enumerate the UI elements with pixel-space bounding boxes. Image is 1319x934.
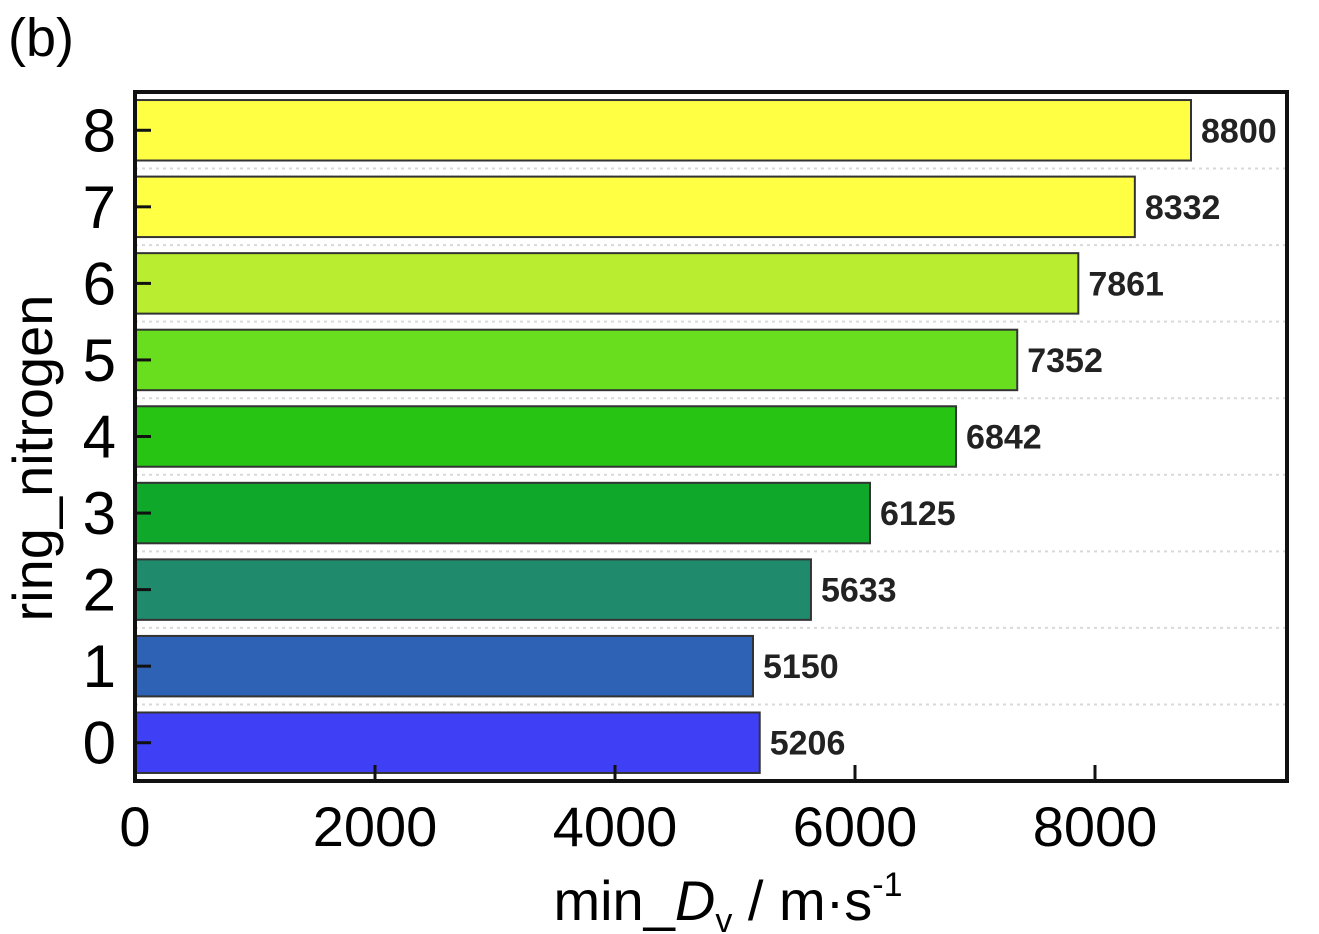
data-label-2: 5633 — [821, 572, 897, 610]
y-axis-title: ring_nitrogen — [1, 295, 64, 622]
x-axis-title: min_Dv / m·s-1 — [553, 866, 902, 934]
x-axis-title-sup: -1 — [872, 866, 902, 904]
bar-6 — [134, 252, 1080, 315]
bar-3 — [134, 481, 871, 545]
data-label-7: 8332 — [1145, 189, 1221, 227]
y-tick-label-3: 3 — [83, 480, 116, 547]
y-tick-label-7: 7 — [83, 174, 116, 241]
x-axis-title-var: D — [675, 869, 715, 932]
x-axis-ticks: 0 2000 4000 6000 8000 — [119, 765, 1157, 858]
x-axis-title-sub: v — [715, 902, 732, 934]
x-axis-title-base: min_ — [553, 869, 675, 932]
bar-2 — [134, 558, 812, 621]
data-labels: 5206 5150 5633 6125 6842 7352 7861 8332 8800 — [763, 112, 1277, 762]
data-label-1: 5150 — [763, 648, 839, 686]
bar-7 — [134, 175, 1136, 239]
bar-5 — [134, 328, 1019, 392]
data-label-3: 6125 — [880, 495, 956, 533]
bar-0 — [134, 711, 761, 774]
bars — [134, 99, 1192, 774]
x-axis-title-unit: / m·s — [732, 869, 872, 932]
y-tick-label-5: 5 — [83, 327, 116, 394]
x-tick-label-4000: 4000 — [553, 795, 678, 858]
data-label-6: 7861 — [1088, 265, 1164, 303]
y-tick-label-8: 8 — [83, 97, 116, 164]
x-tick-label-2000: 2000 — [313, 795, 438, 858]
x-tick-label-6000: 6000 — [793, 795, 918, 858]
panel-label: (b) — [8, 8, 74, 68]
data-label-8: 8800 — [1201, 112, 1277, 150]
x-tick-label-0: 0 — [119, 795, 150, 858]
y-axis-ticks: 0 1 2 3 4 5 6 7 8 — [83, 97, 151, 777]
y-tick-label-2: 2 — [83, 557, 116, 624]
data-label-4: 6842 — [966, 419, 1042, 457]
data-label-5: 7352 — [1027, 342, 1103, 380]
y-tick-label-6: 6 — [83, 250, 116, 317]
bar-1 — [134, 634, 754, 698]
bar-4 — [134, 405, 958, 468]
y-tick-label-4: 4 — [83, 404, 116, 471]
x-tick-label-8000: 8000 — [1033, 795, 1158, 858]
y-tick-label-0: 0 — [83, 710, 116, 777]
data-label-0: 5206 — [770, 725, 846, 763]
bar-8 — [134, 99, 1192, 162]
gridlines — [135, 167, 1287, 706]
y-tick-label-1: 1 — [83, 633, 116, 700]
